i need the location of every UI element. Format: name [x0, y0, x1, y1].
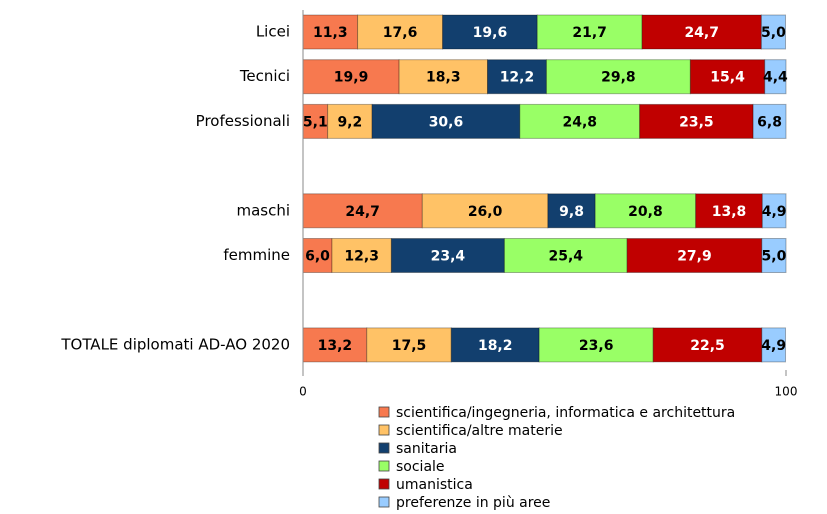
- value-label: 21,7: [572, 25, 607, 41]
- value-label: 6,8: [757, 114, 782, 130]
- value-label: 22,5: [690, 338, 725, 354]
- bar-segment: [519, 103, 641, 139]
- bar-segment: [487, 59, 547, 95]
- value-label: 25,4: [548, 249, 583, 265]
- value-label: 11,3: [313, 25, 348, 41]
- value-label: 12,3: [344, 249, 379, 265]
- bar-segment: [641, 14, 762, 50]
- legend-label: preferenze in più aree: [396, 495, 550, 511]
- value-label: 6,0: [305, 249, 330, 265]
- bar-segment: [450, 327, 540, 363]
- value-label: 5,0: [762, 249, 787, 265]
- legend-swatch: [378, 478, 390, 490]
- bar-segment: [761, 238, 787, 273]
- x-tick-label: 100: [775, 385, 798, 399]
- legend-swatch: [378, 406, 390, 418]
- value-label: 27,9: [677, 249, 712, 265]
- value-label: 23,4: [431, 249, 466, 265]
- bar-segment: [398, 59, 489, 95]
- value-label: 17,5: [392, 338, 427, 354]
- bar-segment: [761, 327, 787, 363]
- bar-segment: [302, 59, 400, 95]
- value-label: 5,1: [303, 114, 328, 130]
- value-label: 5,0: [761, 25, 786, 41]
- category-label: Tecnici: [239, 67, 290, 85]
- value-label: 18,2: [478, 338, 513, 354]
- legend-label: sociale: [396, 459, 445, 475]
- legend-swatch: [378, 442, 390, 454]
- value-label: 13,8: [712, 204, 747, 220]
- legend-swatch: [378, 460, 390, 472]
- value-label: 24,8: [562, 114, 597, 130]
- bar-segment: [366, 327, 452, 363]
- bar-segment: [761, 193, 787, 229]
- value-label: 23,5: [679, 114, 714, 130]
- category-label: Licei: [256, 23, 290, 41]
- bar-segment: [421, 193, 549, 229]
- bar-segment: [752, 103, 787, 139]
- legend-swatch: [378, 424, 390, 436]
- category-label: TOTALE diplomati AD-AO 2020: [60, 335, 290, 353]
- value-label: 19,6: [473, 25, 508, 41]
- bar-segment: [327, 103, 373, 139]
- x-tick-label: 0: [299, 385, 307, 399]
- bar-segment: [331, 238, 392, 273]
- legend-label: scientifica/altre materie: [396, 423, 563, 439]
- value-label: 4,4: [763, 70, 788, 86]
- category-label: Professionali: [196, 112, 290, 130]
- value-label: 19,9: [334, 70, 369, 86]
- bar-segment: [760, 14, 787, 50]
- legend-label: scientifica/ingegneria, informatica e ar…: [396, 405, 735, 421]
- bar-segment: [547, 193, 596, 229]
- bar-segment: [594, 193, 697, 229]
- bar-segment: [652, 327, 763, 363]
- bar-segment: [302, 327, 368, 363]
- bar-segment: [545, 59, 691, 95]
- bar-segment: [503, 238, 628, 273]
- value-label: 12,2: [500, 70, 535, 86]
- bar-segment: [538, 327, 654, 363]
- bar-segment: [695, 193, 763, 229]
- value-label: 17,6: [383, 25, 418, 41]
- bar-segment: [302, 193, 423, 229]
- value-label: 23,6: [579, 338, 614, 354]
- value-label: 15,4: [710, 70, 745, 86]
- value-label: 4,9: [761, 338, 786, 354]
- legend-label: umanistica: [396, 477, 473, 493]
- value-label: 26,0: [468, 204, 503, 220]
- value-label: 13,2: [318, 338, 353, 354]
- bar-segment: [626, 238, 763, 273]
- value-label: 18,3: [426, 70, 461, 86]
- bar-segment: [302, 103, 329, 139]
- bar-segment: [442, 14, 538, 50]
- bar-segment: [764, 59, 787, 95]
- value-label: 20,8: [628, 204, 663, 220]
- value-label: 9,2: [337, 114, 362, 130]
- legend-label: sanitaria: [396, 441, 457, 457]
- value-label: 4,9: [762, 204, 787, 220]
- value-label: 30,6: [429, 114, 464, 130]
- value-label: 24,7: [345, 204, 380, 220]
- value-label: 9,8: [559, 204, 584, 220]
- legend-swatch: [378, 496, 390, 508]
- category-label: femmine: [223, 246, 290, 264]
- value-label: 24,7: [684, 25, 719, 41]
- bar-segment: [371, 103, 521, 139]
- bar-segment: [357, 14, 444, 50]
- value-label: 29,8: [601, 70, 636, 86]
- category-label: maschi: [236, 201, 290, 219]
- bar-segment: [639, 103, 754, 139]
